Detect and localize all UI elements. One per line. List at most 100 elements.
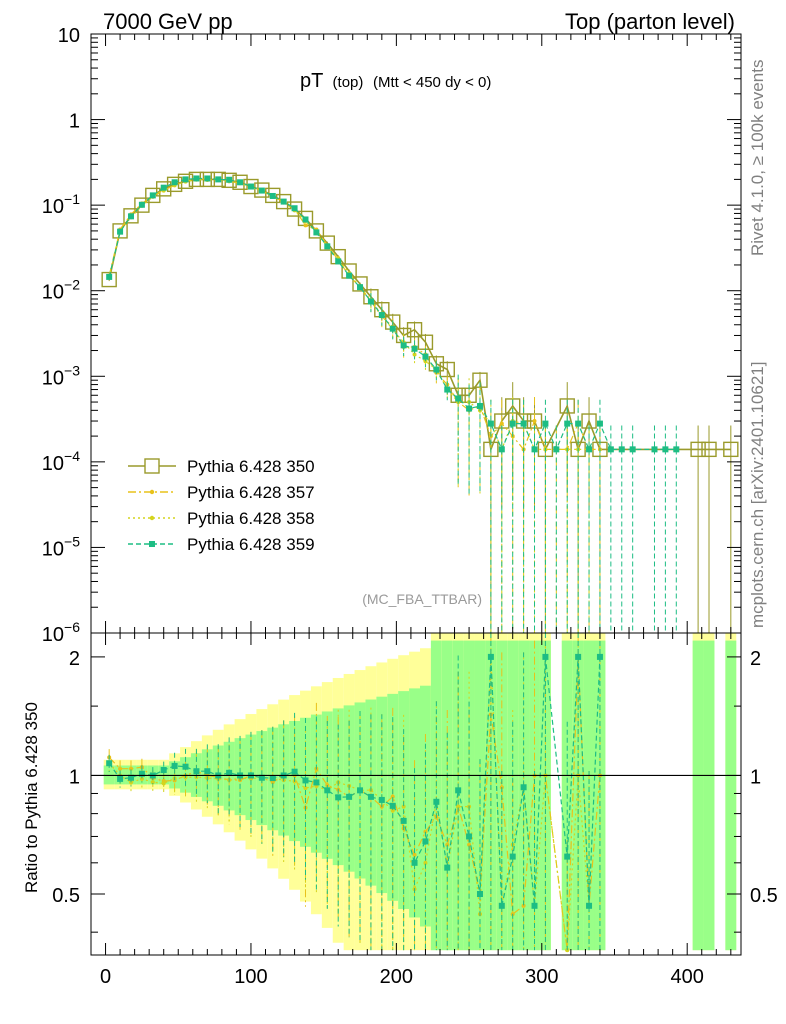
main-point-350 bbox=[352, 276, 368, 292]
header-left: 7000 GeV pp bbox=[103, 9, 233, 34]
plot-title-cut: (Mtt < 450 dy < 0) bbox=[373, 74, 491, 91]
ratio-y-tick-label: 1 bbox=[69, 766, 80, 788]
main-y-tick-label: 10−4 bbox=[42, 448, 80, 475]
main-series bbox=[101, 171, 739, 633]
ratio-point-359 bbox=[204, 768, 211, 775]
ratio-band-green bbox=[703, 640, 715, 951]
ratio-y-tick-label-right: 2 bbox=[750, 648, 761, 670]
ratio-point bbox=[150, 780, 155, 785]
main-point-359 bbox=[662, 446, 669, 453]
ratio-point-359 bbox=[531, 902, 538, 909]
mcplots-label: mcplots.cern.ch [arXiv:2401.10621] bbox=[748, 362, 767, 628]
tick-exponent: −3 bbox=[64, 362, 80, 378]
main-point-350 bbox=[134, 197, 150, 213]
x-tick-label: 200 bbox=[380, 966, 413, 988]
main-y-tick-label: 10−3 bbox=[42, 362, 80, 389]
main-y-tick-label: 10 bbox=[58, 25, 80, 47]
ratio-series-line bbox=[108, 656, 590, 951]
tick-exponent: −6 bbox=[64, 619, 80, 635]
main-point-359 bbox=[193, 175, 200, 182]
main-series-line bbox=[108, 177, 677, 451]
plot-title-main: pT bbox=[300, 70, 323, 92]
main-point-359 bbox=[291, 205, 298, 212]
main-point-350 bbox=[559, 398, 575, 414]
main-y-tick-label: 10−5 bbox=[42, 533, 80, 560]
ratio-series-line bbox=[108, 656, 601, 906]
ratio-bands bbox=[103, 633, 737, 951]
ratio-band-green bbox=[365, 699, 377, 886]
ratio-ylabel: Ratio to Pythia 6.428 350 bbox=[22, 702, 41, 893]
main-point-359 bbox=[586, 446, 593, 453]
main-series-line bbox=[108, 179, 589, 452]
main-point-350 bbox=[101, 271, 117, 288]
ratio-point-359 bbox=[182, 763, 189, 770]
tick-base: 1 bbox=[69, 111, 80, 133]
ratio-point bbox=[161, 781, 166, 786]
main-point-359 bbox=[106, 273, 113, 280]
ratio-band-green bbox=[692, 640, 704, 951]
main-point-350 bbox=[286, 201, 303, 217]
ratio-y-tick-label: 2 bbox=[69, 648, 80, 670]
legend-marker bbox=[149, 515, 155, 521]
main-point-359 bbox=[149, 192, 156, 199]
main-point-359 bbox=[269, 192, 276, 199]
axes: 0 100 200 300 40010110−110−210−310−410−510−6… bbox=[42, 25, 778, 988]
main-y-tick-label: 10−1 bbox=[42, 191, 80, 218]
ratio-point-359 bbox=[226, 769, 233, 776]
main-point-350 bbox=[123, 208, 139, 224]
main-point-359 bbox=[247, 183, 254, 190]
ratio-point bbox=[390, 808, 395, 813]
ratio-point-359 bbox=[324, 787, 331, 794]
main-y-tick-label: 10−2 bbox=[42, 277, 80, 304]
tick-base: 10 bbox=[42, 538, 64, 560]
legend-marker bbox=[149, 489, 155, 495]
tick-base: 10 bbox=[42, 282, 64, 304]
main-point-359 bbox=[542, 420, 549, 427]
ratio-point-359 bbox=[258, 774, 265, 781]
header-right: Top (parton level) bbox=[565, 9, 735, 34]
main-point-359 bbox=[564, 420, 571, 427]
main-point-359 bbox=[520, 420, 527, 427]
main-series-line bbox=[108, 177, 600, 451]
ratio-point bbox=[303, 786, 308, 791]
ratio-point bbox=[128, 780, 133, 785]
main-point-359 bbox=[455, 395, 462, 402]
x-tick-label: 400 bbox=[671, 966, 704, 988]
ratio-series bbox=[106, 633, 603, 953]
tick-exponent: −4 bbox=[64, 448, 80, 464]
main-point-359 bbox=[302, 216, 309, 223]
ratio-point bbox=[456, 804, 461, 809]
main-point-350 bbox=[156, 181, 172, 197]
main-point-350 bbox=[406, 322, 423, 338]
main-y-tick-label: 10−6 bbox=[42, 619, 80, 646]
ratio-y-tick-label-right: 1 bbox=[750, 766, 761, 788]
main-point-350 bbox=[254, 182, 270, 198]
ratio-y-tick-label-right: 0.5 bbox=[750, 885, 778, 907]
legend-label: Pythia 6.428 350 bbox=[187, 457, 315, 476]
tick-exponent: −5 bbox=[64, 533, 80, 549]
ratio-band-green bbox=[725, 640, 737, 951]
ratio-point-359 bbox=[487, 653, 494, 660]
rivet-label: Rivet 4.1.0, ≥ 100k events bbox=[748, 60, 767, 256]
tick-base: 10 bbox=[42, 367, 64, 389]
main-point-350 bbox=[308, 223, 325, 239]
main-point-350 bbox=[177, 173, 194, 189]
ratio-point bbox=[128, 766, 133, 771]
ratio-point-359 bbox=[127, 774, 134, 781]
ratio-point-359 bbox=[389, 802, 396, 809]
ratio-point-359 bbox=[346, 793, 353, 800]
x-tick-label: 300 bbox=[525, 966, 558, 988]
main-point-359 bbox=[357, 284, 364, 291]
main-point-359 bbox=[607, 446, 614, 453]
legend: Pythia 6.428 350 Pythia 6.428 357 Pythia 6… bbox=[128, 457, 315, 554]
tick-base: 10 bbox=[42, 196, 64, 218]
plot-title-sub: (top) bbox=[333, 74, 364, 91]
ratio-y-tick-label: 0.5 bbox=[52, 885, 80, 907]
ratio-point-359 bbox=[466, 833, 473, 840]
main-point-359 bbox=[400, 342, 407, 349]
tick-base: 10 bbox=[42, 624, 64, 646]
analysis-label: (MC_FBA_TTBAR) bbox=[362, 591, 482, 607]
main-point-359 bbox=[215, 176, 222, 183]
ratio-point-359 bbox=[498, 902, 505, 909]
main-point-359 bbox=[117, 228, 124, 235]
